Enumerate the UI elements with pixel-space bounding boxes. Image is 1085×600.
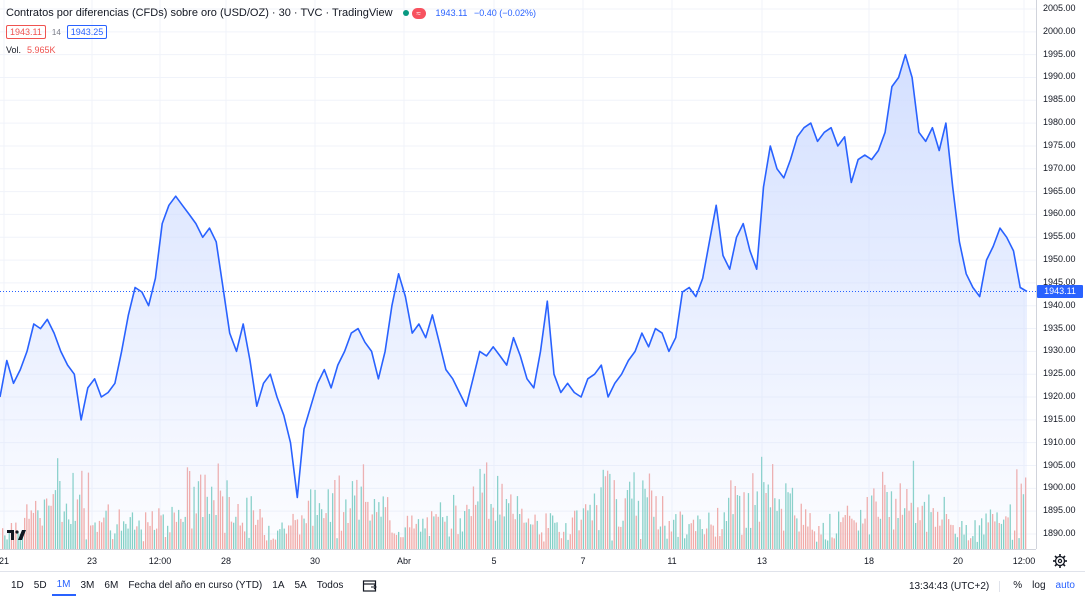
price-line-series [0, 53, 1028, 499]
date-range-selector: 1D 5D 1M 3M 6M Fecha del año en curso (YTD) 1A… [6, 576, 348, 596]
market-open-dot-icon [402, 10, 409, 16]
price-tick-label: 1925.00 [1043, 368, 1076, 379]
price-tick-label: 1995.00 [1043, 48, 1076, 59]
time-tick-label: 5 [491, 556, 497, 566]
price-area-fill [0, 54, 1027, 549]
range-button-fecha-del-a-o-en-curso-ytd-[interactable]: Fecha del año en curso (YTD) [128, 580, 263, 591]
price-tick-label: 1905.00 [1043, 459, 1076, 470]
price-tick-label: 1985.00 [1043, 94, 1076, 105]
price-tick-label: 1955.00 [1043, 231, 1076, 242]
price-tick-label: 1950.00 [1043, 254, 1076, 265]
time-tick-label: 13 [756, 556, 768, 566]
volume-label: Vol. [6, 45, 22, 55]
time-tick-label: 20 [952, 556, 964, 566]
symbol-title[interactable]: Contratos por diferencias (CFDs) sobre o… [6, 7, 393, 19]
chart-legend: Contratos por diferencias (CFDs) sobre o… [6, 6, 536, 55]
last-quote-value: 1943.11 [435, 8, 468, 18]
range-button-1m[interactable]: 1M [51, 576, 76, 596]
price-tick-label: 1910.00 [1043, 436, 1076, 447]
time-tick-label: 30 [309, 556, 321, 566]
data-status-pill-icon[interactable]: ≈ [411, 7, 426, 19]
price-tick-label: 1970.00 [1043, 162, 1076, 173]
price-tick-label: 1965.00 [1043, 185, 1076, 196]
chart-plot-area[interactable]: Contratos por diferencias (CFDs) sobre o… [0, 0, 1036, 549]
price-tick-label: 1895.00 [1043, 505, 1076, 516]
log-scale-toggle[interactable]: log [1032, 580, 1046, 591]
time-tick-label: 11 [667, 556, 677, 566]
timezone-clock[interactable]: 13:34:43 (UTC+2) [909, 580, 1001, 592]
price-scale[interactable]: 2005.00 2000.00 1995.00 1990.00 1985.00 1980.… [1036, 0, 1085, 549]
last-quote: 1943.11 −0.40 (−0.02%) [436, 8, 536, 18]
spread-value: 14 [51, 27, 61, 37]
price-tick-label: 1960.00 [1043, 208, 1076, 219]
price-tick-label: 2000.00 [1043, 25, 1076, 36]
price-tick-label: 1980.00 [1043, 117, 1076, 128]
time-tick-label: 23 [86, 556, 98, 566]
go-to-date-calendar-icon[interactable] [362, 579, 378, 593]
price-tick-label: 1990.00 [1043, 71, 1076, 82]
chart-settings-gear-icon[interactable] [1052, 553, 1068, 569]
time-tick-label: 12:00 [1012, 556, 1036, 566]
price-tick-label: 1940.00 [1043, 299, 1076, 310]
price-tick-label: 1915.00 [1043, 413, 1076, 424]
quote-change: −0.40 (−0.02%) [473, 8, 536, 18]
price-tick-label: 1920.00 [1043, 391, 1076, 402]
time-tick-label: 28 [220, 556, 232, 566]
range-button-6m[interactable]: 6M [104, 580, 119, 591]
percent-scale-toggle[interactable]: % [1013, 580, 1023, 591]
last-price-label: 1943.11 [1037, 285, 1083, 299]
range-button-1a[interactable]: 1A [272, 580, 285, 591]
price-tick-label: 1945.00 [1043, 276, 1076, 287]
price-tick-label: 1900.00 [1043, 482, 1076, 493]
range-button-3m[interactable]: 3M [80, 580, 95, 591]
time-tick-label: 12:00 [148, 556, 172, 566]
volume-value: 5.965K [27, 45, 56, 55]
price-chart-svg[interactable] [0, 0, 1036, 549]
price-tick-label: 1930.00 [1043, 345, 1076, 356]
price-tick-label: 1975.00 [1043, 139, 1076, 150]
time-tick-label: 18 [863, 556, 875, 566]
range-button-1d[interactable]: 1D [11, 580, 24, 591]
bottom-toolbar: 1D 5D 1M 3M 6M Fecha del año en curso (YTD) 1A… [0, 571, 1085, 600]
tradingview-logo-icon[interactable] [7, 529, 27, 541]
range-button-5a[interactable]: 5A [294, 580, 307, 591]
range-button-5d[interactable]: 5D [33, 580, 47, 591]
time-scale[interactable]: 21 23 12:00 28 30 Abr 5 7 11 13 18 20 12:00 [0, 549, 1036, 571]
range-button-todos[interactable]: Todos [316, 580, 344, 591]
buy-price-button[interactable]: 1943.25 [66, 25, 108, 39]
price-tick-label: 1890.00 [1043, 527, 1076, 538]
price-tick-label: 1935.00 [1043, 322, 1076, 333]
auto-scale-toggle[interactable]: auto [1055, 580, 1075, 591]
time-tick-label: 21 [0, 556, 10, 566]
time-tick-label: 7 [580, 556, 586, 566]
sell-price-button[interactable]: 1943.11 [6, 25, 46, 39]
time-tick-label: Abr [396, 556, 412, 566]
price-tick-label: 2005.00 [1043, 3, 1076, 13]
